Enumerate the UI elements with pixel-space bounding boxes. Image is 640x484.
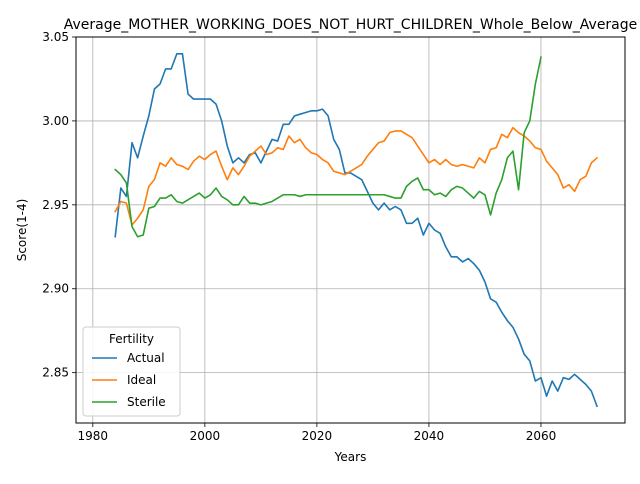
y-tick-label: 2.85	[42, 366, 69, 380]
legend-label-actual: Actual	[127, 351, 165, 365]
series-line-sterile	[114, 56, 542, 238]
x-axis-label: Years	[334, 450, 367, 464]
series-line-actual	[114, 52, 599, 408]
y-tick-label: 3.00	[42, 114, 69, 128]
series-line-ideal	[114, 126, 599, 226]
plot-frame	[75, 36, 626, 424]
x-tick-label: 2060	[526, 429, 557, 443]
x-tick-label: 2000	[190, 429, 221, 443]
legend: Fertility Actual Ideal Sterile	[82, 326, 181, 417]
x-tick-label: 2020	[302, 429, 333, 443]
y-tick-label: 2.95	[42, 198, 69, 212]
x-tick-label: 2040	[414, 429, 445, 443]
x-tick-label: 1980	[78, 429, 109, 443]
chart-title: Average_MOTHER_WORKING_DOES_NOT_HURT_CHI…	[64, 17, 638, 33]
legend-box	[82, 326, 181, 417]
legend-label-sterile: Sterile	[127, 395, 166, 409]
tick-layer: 1980 2000 2020 2040 2060 2.85 2.90 2.95 3.00 3.05	[42, 30, 556, 443]
legend-label-ideal: Ideal	[127, 373, 156, 387]
y-axis-label: Score(1-4)	[15, 199, 29, 262]
y-tick-label: 2.90	[42, 282, 69, 296]
series-layer	[114, 52, 599, 408]
y-tick-label: 3.05	[42, 30, 69, 44]
legend-title: Fertility	[109, 332, 154, 346]
